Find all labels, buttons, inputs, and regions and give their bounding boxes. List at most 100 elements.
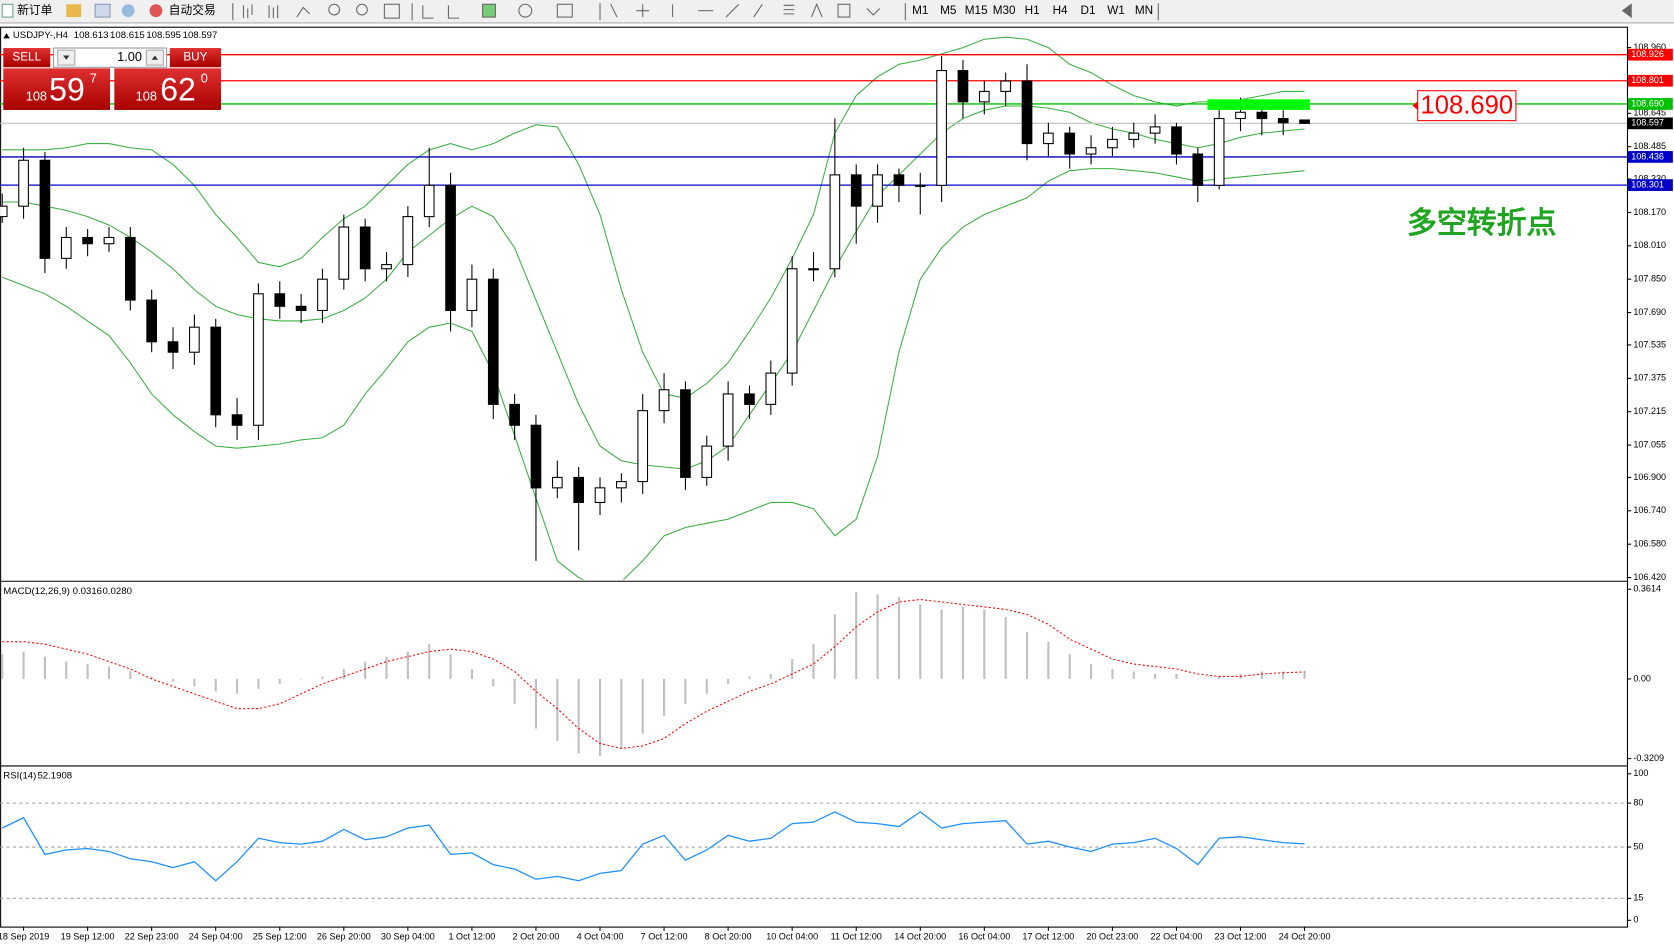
macd-bar <box>278 678 281 684</box>
toolbar-icons[interactable] <box>232 2 1632 21</box>
x-tick-label: 18 Sep 2019 <box>0 932 49 942</box>
macd-bar <box>748 676 751 679</box>
x-tick-label: 14 Oct 20:00 <box>894 932 946 942</box>
candle-body <box>1043 132 1054 145</box>
candle-body <box>167 341 179 353</box>
y-tick-label: 0 <box>1633 915 1638 925</box>
candle-body <box>295 305 307 312</box>
candle-body <box>680 389 691 478</box>
timeframe-button[interactable]: M30 <box>993 4 1016 17</box>
axis-price-box <box>1628 151 1673 163</box>
bid-fraction[interactable]: 7 <box>90 70 97 85</box>
ask-fraction[interactable]: 0 <box>201 70 208 85</box>
timeframe-button[interactable]: W1 <box>1107 4 1125 17</box>
timeframe-button[interactable]: H4 <box>1053 4 1068 17</box>
candle-body <box>274 293 286 307</box>
collapse-icon[interactable] <box>3 33 10 39</box>
candle-body <box>381 264 392 270</box>
candle-body <box>509 403 520 426</box>
macd-bar <box>1218 676 1221 679</box>
timeframe-button[interactable]: H1 <box>1025 4 1040 17</box>
x-tick-label: 24 Sep 04:00 <box>189 932 243 942</box>
timeframe-button[interactable]: M15 <box>965 4 988 17</box>
x-tick-label: 10 Oct 04:00 <box>766 932 818 942</box>
macd-bar <box>577 678 580 754</box>
ask-big[interactable]: 108 <box>136 89 157 104</box>
candle-body <box>1235 111 1246 120</box>
candle-body <box>1171 126 1182 155</box>
x-tick-label: 22 Sep 23:00 <box>125 932 179 942</box>
macd-bar <box>129 671 132 679</box>
sell-label[interactable]: SELL <box>12 51 41 64</box>
toolbar <box>0 0 1674 24</box>
icon[interactable] <box>121 4 135 18</box>
candle-body <box>146 299 158 343</box>
price-label[interactable]: 108.690 <box>1421 92 1514 120</box>
macd-bar <box>150 676 153 679</box>
y-tick-label: -0.3209 <box>1633 753 1664 763</box>
new-order-button[interactable]: 新订单 <box>1 3 53 18</box>
auto-trading-button[interactable]: 自动交易 <box>149 3 216 18</box>
bid-box[interactable]: 108 59 7 <box>3 68 111 110</box>
price-label-box[interactable] <box>1417 90 1517 122</box>
sell-button[interactable]: SELL <box>3 48 51 68</box>
timeframe-button[interactable]: MN <box>1135 4 1153 17</box>
x-tick-label: 17 Oct 12:00 <box>1022 932 1074 942</box>
candle-body <box>18 159 29 207</box>
plot-layer: 108.960108.800108.645108.485108.330108.1… <box>0 36 1673 942</box>
buy-label[interactable]: BUY <box>183 51 207 64</box>
timeframe-button[interactable]: M5 <box>940 4 957 17</box>
candle-body <box>808 268 819 271</box>
y-tick-label: 107.850 <box>1633 274 1666 284</box>
new-order-label[interactable]: 新订单 <box>17 3 52 17</box>
macd-bar <box>513 678 516 704</box>
candle-body <box>850 174 862 207</box>
macd-bar <box>214 678 217 692</box>
candle-body <box>744 393 755 405</box>
candle-body <box>0 205 8 218</box>
candle-body <box>189 326 200 353</box>
bid-big[interactable]: 108 <box>26 89 47 104</box>
x-tick-label: 30 Sep 04:00 <box>381 932 435 942</box>
symbol-label: USDJPY-,H4 <box>13 30 69 41</box>
candle-body <box>1107 138 1118 149</box>
timeframe-button[interactable]: M1 <box>912 4 928 17</box>
macd-bar <box>1047 641 1050 679</box>
auto-trading-label[interactable]: 自动交易 <box>169 3 216 17</box>
macd-bar <box>1111 668 1114 679</box>
macd-bar <box>364 661 367 679</box>
macd-bar <box>257 678 260 689</box>
macd-bar <box>684 678 687 704</box>
buy-button[interactable]: BUY <box>169 48 222 68</box>
y-tick-label: 108.960 <box>1633 42 1666 52</box>
header-value: 108.595 <box>146 30 181 41</box>
header-value: 0.0316 <box>73 586 102 597</box>
lot-value[interactable]: 1.00 <box>117 49 142 64</box>
macd-bar <box>43 656 46 679</box>
timeframe-button[interactable]: D1 <box>1081 4 1096 17</box>
lot-input[interactable] <box>52 47 168 68</box>
y-tick-label: 108.010 <box>1633 240 1666 250</box>
icon[interactable] <box>94 3 111 18</box>
candle-body <box>210 326 222 416</box>
highlight-bar[interactable] <box>1207 99 1310 110</box>
bid-pips[interactable]: 59 <box>49 71 85 107</box>
x-tick-label: 2 Oct 20:00 <box>513 932 560 942</box>
ask-pips[interactable]: 62 <box>160 71 196 107</box>
axis-price-box <box>1628 48 1673 61</box>
annotation-text[interactable]: 多空转折点 <box>1407 207 1557 240</box>
rsi-panel <box>1 811 1305 882</box>
bollinger-band <box>2 105 1305 470</box>
bollinger-band <box>2 168 1305 580</box>
candle-body <box>39 159 51 259</box>
axis-price-label: 108.801 <box>1631 75 1664 85</box>
macd-bar <box>940 609 943 679</box>
macd-bar <box>1154 673 1157 679</box>
candle-body <box>1149 126 1161 134</box>
ask-box[interactable]: 108 62 0 <box>114 68 222 110</box>
icon[interactable] <box>66 4 82 18</box>
macd-bar <box>1282 671 1285 679</box>
y-tick-label: 0.00 <box>1633 673 1651 683</box>
macd-bar <box>171 678 175 682</box>
